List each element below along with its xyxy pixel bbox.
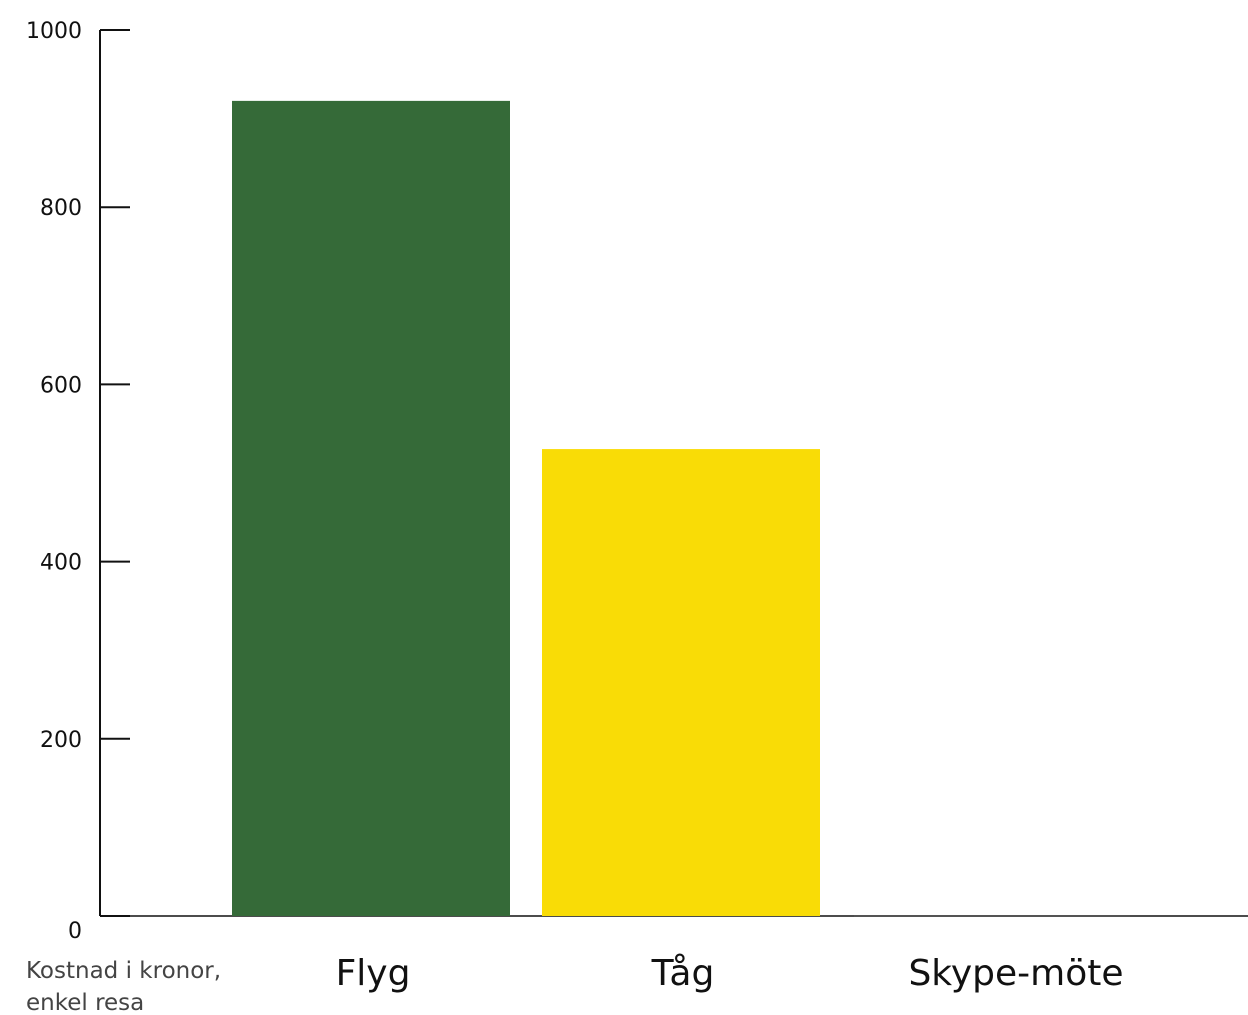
category-label: Skype-möte [908,953,1123,994]
y-tick-label: 1000 [26,19,82,44]
bar [232,100,510,916]
y-axis-label: Kostnad i kronor, enkel resa [26,958,221,1015]
y-tick-label: 200 [40,728,82,753]
y-tick-label: 0 [68,919,82,944]
y-axis-label-line: Kostnad i kronor, [26,958,221,984]
bar [542,449,820,916]
y-axis-label-line: enkel resa [26,990,144,1015]
category-label: Tåg [651,953,715,994]
y-tick-label: 600 [40,373,82,398]
labels: 0 200 400 600 800 1000 Flyg Tåg Skype-möte Kostna… [26,19,1124,1015]
bars [232,100,1130,917]
y-tick-label: 800 [40,196,82,221]
y-tick-label: 400 [40,551,82,576]
category-label: Flyg [336,953,411,994]
